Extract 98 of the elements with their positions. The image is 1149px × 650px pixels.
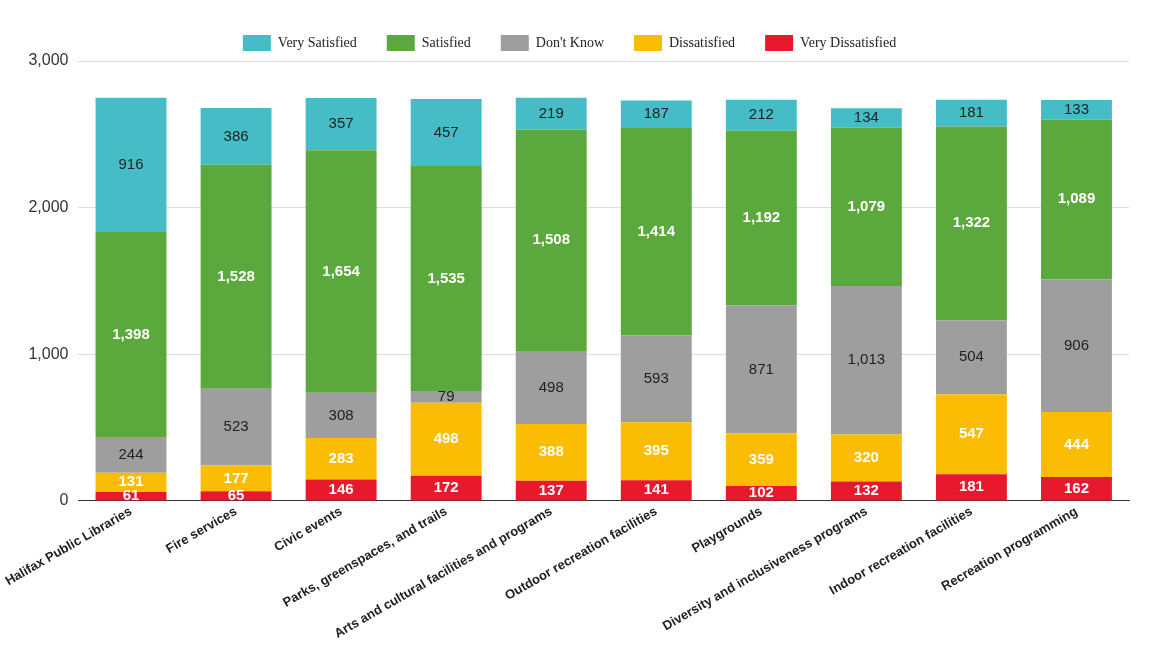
data-label: 1,535 xyxy=(427,268,465,286)
data-label: 181 xyxy=(958,103,984,121)
bar xyxy=(410,391,482,403)
data-label: 1,192 xyxy=(742,208,781,226)
bar xyxy=(935,320,1007,395)
bar xyxy=(830,286,902,435)
bar xyxy=(95,436,167,473)
y-tick-label: 3,000 xyxy=(28,51,69,69)
data-label: 523 xyxy=(223,417,249,435)
data-label: 1,398 xyxy=(112,324,150,342)
data-label: 498 xyxy=(433,429,459,447)
data-label: 308 xyxy=(328,405,354,423)
bar xyxy=(620,128,692,336)
bar xyxy=(935,99,1007,127)
bar xyxy=(725,433,797,486)
data-label: 1,508 xyxy=(532,230,570,248)
data-label: 1,414 xyxy=(637,221,676,239)
bar xyxy=(935,474,1007,501)
legend-label: Very Dissatisfied xyxy=(800,34,897,50)
bar xyxy=(200,388,272,466)
bar xyxy=(410,165,482,392)
data-label: 146 xyxy=(328,480,354,498)
data-label: 1,079 xyxy=(847,197,886,215)
bar xyxy=(1041,412,1112,478)
bar xyxy=(410,402,482,476)
bar xyxy=(935,394,1007,475)
data-label: 187 xyxy=(643,104,669,122)
bar xyxy=(830,108,902,128)
bar xyxy=(95,97,167,232)
bar xyxy=(200,108,272,165)
bar xyxy=(830,434,902,482)
data-label: 79 xyxy=(437,386,455,404)
data-label: 906 xyxy=(1063,335,1089,353)
data-label: 141 xyxy=(643,480,669,498)
bar xyxy=(305,392,377,438)
data-label: 177 xyxy=(223,468,249,486)
data-label: 388 xyxy=(538,442,564,460)
data-label: 359 xyxy=(748,449,774,467)
data-label: 386 xyxy=(223,126,249,144)
data-label: 133 xyxy=(1063,99,1089,117)
data-label: 134 xyxy=(853,108,879,126)
data-label: 1,089 xyxy=(1057,189,1096,207)
data-label: 1,654 xyxy=(322,261,361,279)
bar xyxy=(725,130,797,306)
data-label: 1,528 xyxy=(217,266,255,284)
data-label: 395 xyxy=(643,441,669,459)
y-tick-label: 1,000 xyxy=(28,344,69,362)
bar xyxy=(305,97,377,151)
data-label: 219 xyxy=(538,103,564,121)
data-label: 131 xyxy=(118,472,144,490)
data-label: 244 xyxy=(118,444,144,462)
data-label: 357 xyxy=(328,114,354,132)
bar xyxy=(935,126,1007,321)
y-tick-label: 2,000 xyxy=(28,198,69,216)
bar xyxy=(200,465,272,492)
data-label: 65 xyxy=(227,486,245,503)
bar xyxy=(515,350,587,424)
legend-label: Dissatisfied xyxy=(669,34,736,50)
bar xyxy=(725,99,797,131)
bar xyxy=(515,423,587,481)
legend-label: Very Satisfied xyxy=(277,34,357,50)
bar xyxy=(410,98,482,166)
data-label: 283 xyxy=(328,448,354,466)
data-label: 132 xyxy=(853,481,879,499)
bar xyxy=(620,422,692,481)
bar xyxy=(1041,119,1112,280)
bar xyxy=(515,129,587,351)
data-label: 162 xyxy=(1063,478,1089,496)
data-label: 1,322 xyxy=(952,213,991,231)
bar xyxy=(305,437,377,480)
legend-label: Satisfied xyxy=(421,34,471,50)
data-label: 547 xyxy=(958,424,984,442)
data-label: 212 xyxy=(748,105,774,123)
bar xyxy=(515,97,587,130)
data-label: 916 xyxy=(118,154,144,172)
data-label: 504 xyxy=(958,347,984,365)
bar xyxy=(830,127,902,287)
bar xyxy=(620,100,692,129)
y-tick-label: 0 xyxy=(59,491,69,509)
bar xyxy=(200,164,272,389)
data-label: 181 xyxy=(958,477,984,495)
bar xyxy=(725,305,797,434)
data-label: 457 xyxy=(433,122,459,140)
data-label: 1,013 xyxy=(847,350,886,368)
data-label: 320 xyxy=(853,448,879,466)
bar xyxy=(305,150,377,393)
data-label: 871 xyxy=(748,359,774,377)
bar xyxy=(95,231,167,437)
bar xyxy=(1041,100,1112,120)
data-label: 593 xyxy=(643,368,669,386)
data-label: 498 xyxy=(538,377,564,395)
data-label: 172 xyxy=(433,478,459,496)
data-label: 444 xyxy=(1063,434,1090,452)
bar xyxy=(1041,279,1112,413)
data-label: 137 xyxy=(538,480,564,498)
bar xyxy=(620,335,692,423)
legend-label: Don't Know xyxy=(535,34,605,50)
data-label: 102 xyxy=(748,483,774,501)
